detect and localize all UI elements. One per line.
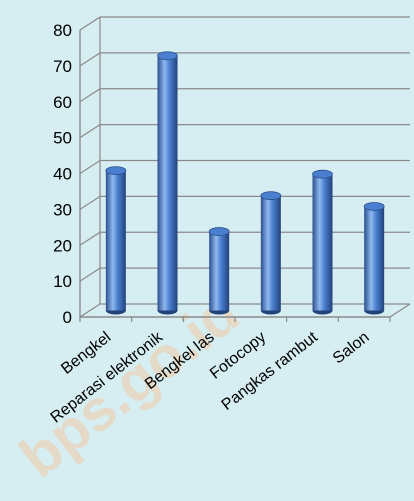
gridline-side [79, 124, 101, 139]
y-tick-label: 0 [63, 308, 72, 327]
y-tick-label: 40 [53, 165, 72, 184]
bar [260, 191, 282, 315]
gridline-side [79, 303, 101, 318]
gridline-side [79, 231, 101, 246]
y-tick-label: 80 [53, 21, 72, 40]
bar [105, 166, 127, 315]
gridline-side [79, 16, 101, 31]
x-category-label: Salon [330, 329, 373, 368]
bar [363, 202, 385, 315]
y-tick-label: 60 [53, 93, 72, 112]
gridline-side [79, 159, 101, 175]
axes-layer [79, 16, 411, 322]
bar [157, 51, 178, 315]
gridline-side [79, 195, 101, 210]
y-tick-label: 70 [53, 57, 72, 76]
y-tick-label: 30 [53, 200, 72, 219]
bar [312, 169, 333, 315]
floor-edge [389, 303, 411, 318]
bars-layer [105, 51, 385, 315]
gridline-side [79, 267, 101, 282]
y-tick-label: 10 [53, 272, 72, 291]
bar [208, 227, 230, 315]
gridline-side [79, 88, 101, 103]
gridline-side [79, 52, 101, 67]
y-tick-label: 20 [53, 236, 72, 255]
y-tick-label: 50 [53, 129, 72, 148]
